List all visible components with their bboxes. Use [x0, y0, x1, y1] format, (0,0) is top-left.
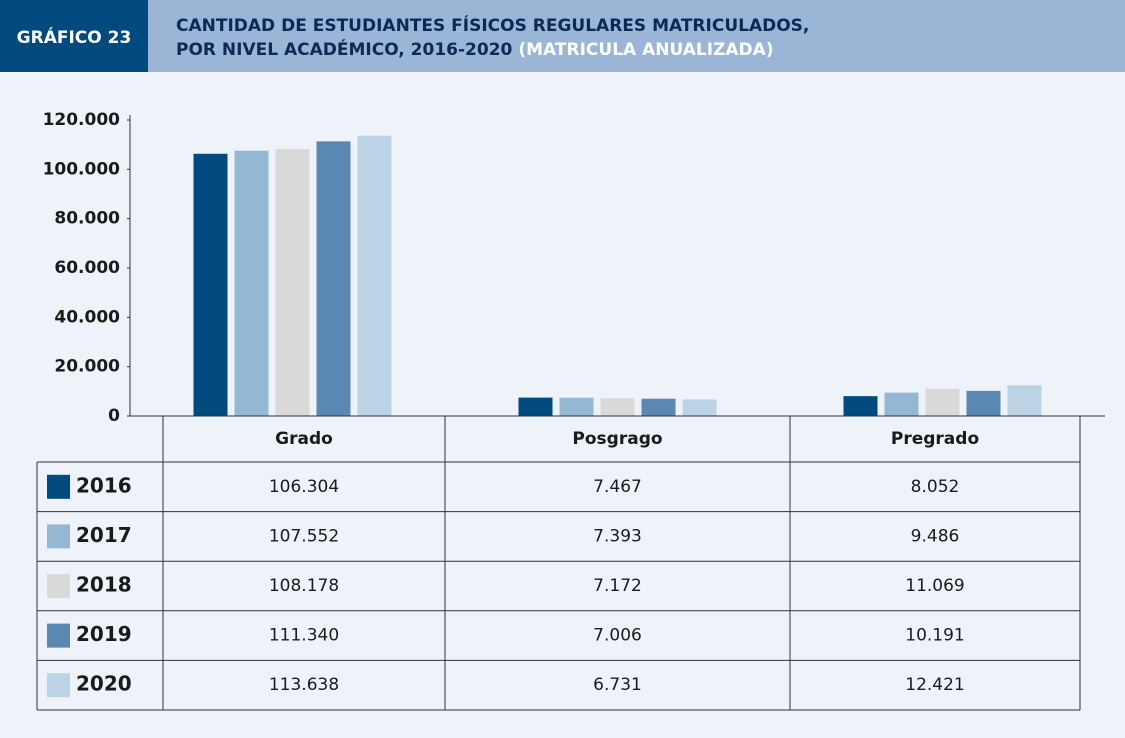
data-label: 7.006 [593, 626, 642, 646]
legend-swatch [47, 574, 70, 598]
bar [193, 153, 228, 417]
x-tick-label: Grado [275, 429, 333, 449]
y-tick-label: 40.000 [54, 307, 120, 327]
data-label: 9.486 [911, 526, 960, 546]
y-tick-label: 20.000 [54, 357, 120, 377]
legend-label: 2019 [76, 622, 132, 646]
data-label: 7.393 [593, 526, 642, 546]
y-tick-label: 0 [108, 406, 120, 426]
bar [600, 398, 635, 416]
data-label: 11.069 [905, 576, 964, 596]
y-tick-label: 80.000 [54, 209, 120, 229]
bar [1007, 385, 1042, 416]
data-label: 108.178 [269, 576, 339, 596]
data-label: 10.191 [905, 626, 964, 646]
data-label: 107.552 [269, 526, 339, 546]
legend-label: 2020 [76, 672, 132, 696]
bar [966, 390, 1001, 416]
chart-title: POR NIVEL ACADÉMICO, 2016-2020 (MATRICULA… [176, 38, 774, 60]
legend-label: 2017 [76, 523, 132, 547]
chart-label: GRÁFICO 23 [17, 26, 132, 48]
y-tick-label: 100.000 [43, 159, 121, 179]
x-tick-label: Pregrado [891, 429, 979, 449]
label-box [0, 0, 148, 72]
data-label: 6.731 [593, 675, 642, 695]
bar [884, 392, 919, 416]
bar [843, 396, 878, 416]
data-label: 106.304 [269, 477, 339, 497]
data-label: 111.340 [269, 626, 339, 646]
bar [682, 399, 717, 416]
bar [357, 135, 392, 416]
chart-title: CANTIDAD DE ESTUDIANTES FÍSICOS REGULARE… [176, 14, 809, 36]
data-label: 7.172 [593, 576, 642, 596]
legend-swatch [47, 524, 70, 549]
data-label: 113.638 [269, 675, 339, 695]
bar [316, 141, 351, 416]
x-tick-label: Posgrago [572, 429, 662, 449]
bar [275, 149, 310, 416]
bar [925, 388, 960, 416]
chart-subtitle: (MATRICULA ANUALIZADA) [518, 40, 773, 60]
data-label: 8.052 [911, 477, 960, 497]
data-label: 7.467 [593, 477, 642, 497]
y-tick-label: 60.000 [54, 258, 120, 278]
legend-label: 2018 [76, 573, 132, 597]
legend-swatch [47, 623, 70, 648]
legend-label: 2016 [76, 473, 132, 497]
bar [559, 397, 594, 416]
title-box [148, 0, 1125, 72]
legend-swatch [47, 474, 70, 499]
y-tick-label: 120.000 [43, 110, 121, 130]
legend-swatch [47, 673, 70, 698]
chart-title: POR NIVEL ACADÉMICO, 2016-2020 [176, 38, 513, 60]
bar [518, 397, 553, 416]
bar [641, 398, 676, 416]
data-label: 12.421 [905, 675, 964, 695]
bar [234, 150, 269, 416]
